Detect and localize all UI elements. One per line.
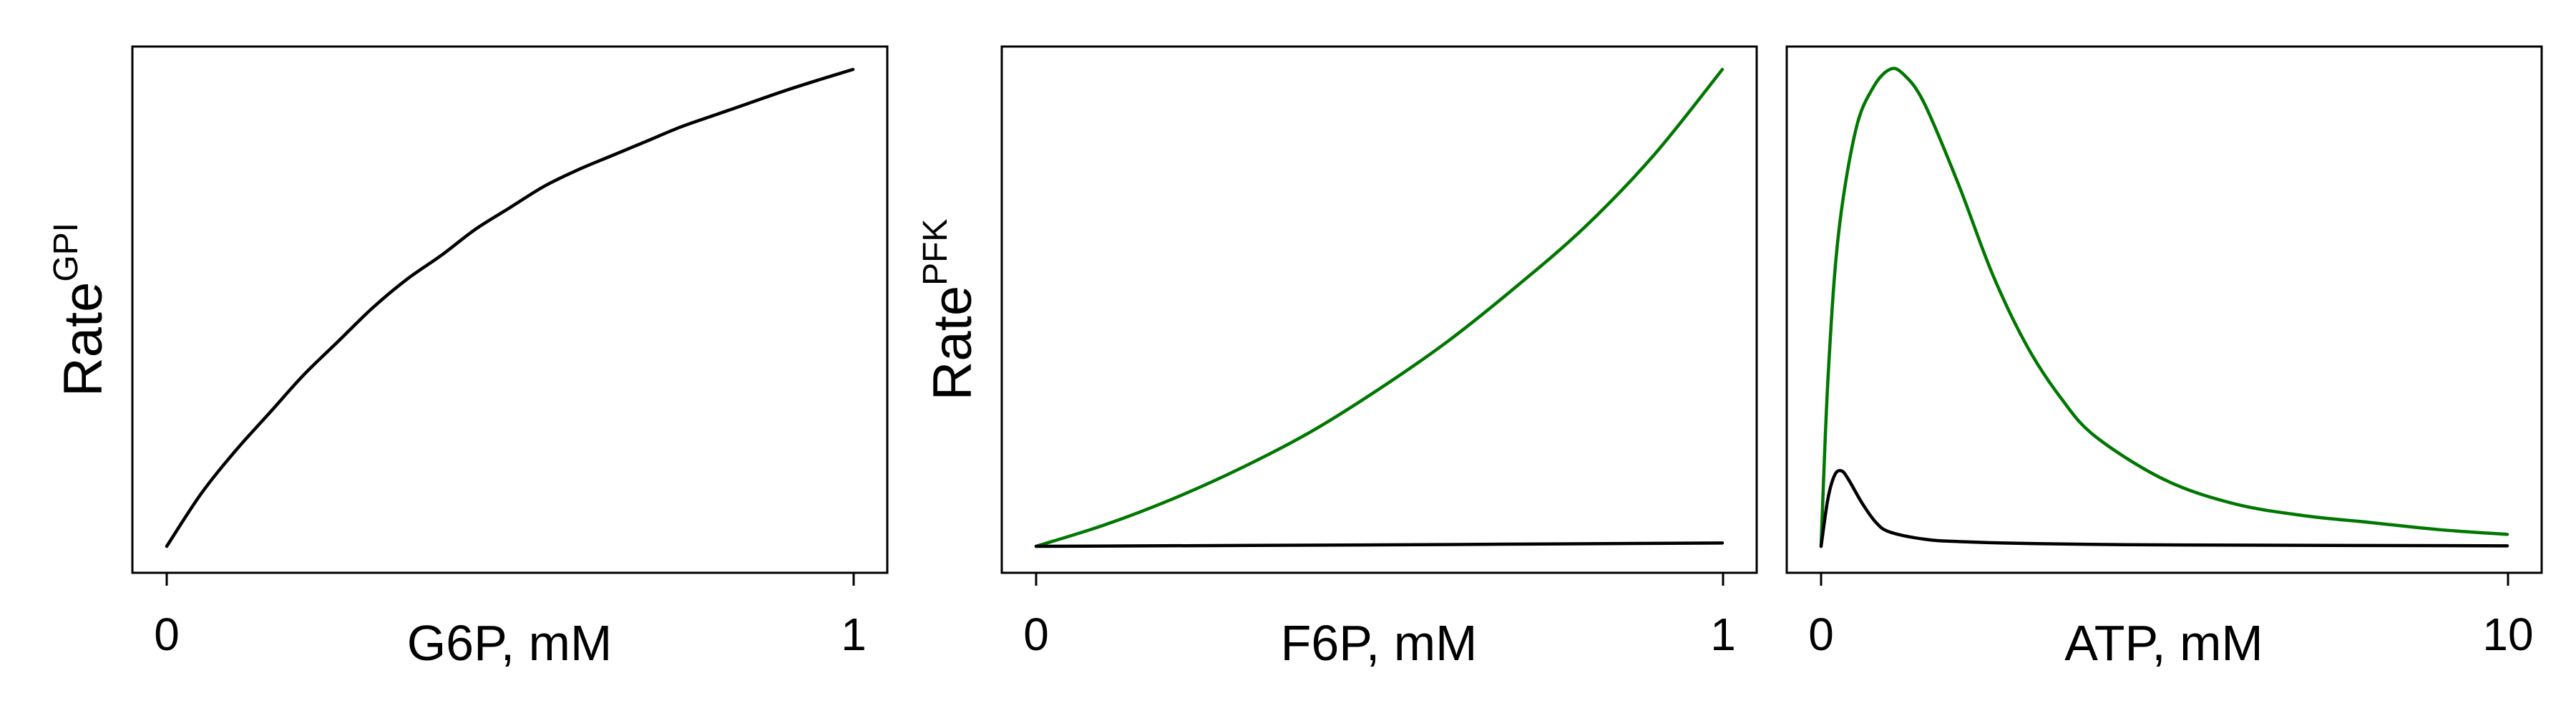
- series-line-0: [1819, 67, 2509, 548]
- plot-frame: [1000, 45, 1758, 574]
- y-axis-label: RateGPI: [47, 223, 114, 397]
- x-tick-label: 10: [2482, 609, 2533, 660]
- plot-frame: [1785, 45, 2543, 574]
- svg-text:RatePFK: RatePFK: [917, 219, 983, 401]
- y-axis-label-main: Rate: [922, 286, 983, 401]
- series-line-1: [1819, 468, 2509, 548]
- x-axis-label: ATP, mM: [2064, 615, 2263, 671]
- series-layer: [165, 67, 855, 548]
- series-layer: [1034, 67, 1724, 548]
- x-axis-label: G6P, mM: [407, 615, 613, 671]
- x-tick-label: 1: [841, 609, 867, 660]
- series-line-0: [165, 67, 855, 548]
- x-tick-label: 0: [1808, 609, 1834, 660]
- x-tick-label: 0: [154, 609, 180, 660]
- panel-pfk-f6p: RatePFK F6P, mM 0 1: [917, 45, 1758, 671]
- y-axis-label-sup: PFK: [917, 219, 955, 286]
- panel-pfk-atp: ATP, mM 0 10: [1785, 45, 2543, 671]
- series-line-0: [1034, 67, 1724, 548]
- y-axis-label-main: Rate: [53, 282, 114, 397]
- x-axis-label: F6P, mM: [1281, 615, 1478, 671]
- svg-text:RateGPI: RateGPI: [47, 223, 114, 397]
- series-layer: [1819, 67, 2509, 548]
- panel-gpi: RateGPI G6P, mM 0 1: [47, 45, 889, 671]
- y-axis-label-sup: GPI: [47, 223, 85, 282]
- x-tick-label: 1: [1710, 609, 1736, 660]
- y-axis-label: RatePFK: [917, 219, 983, 401]
- series-line-1: [1034, 541, 1724, 548]
- plot-frame: [131, 45, 889, 574]
- x-tick-label: 0: [1023, 609, 1049, 660]
